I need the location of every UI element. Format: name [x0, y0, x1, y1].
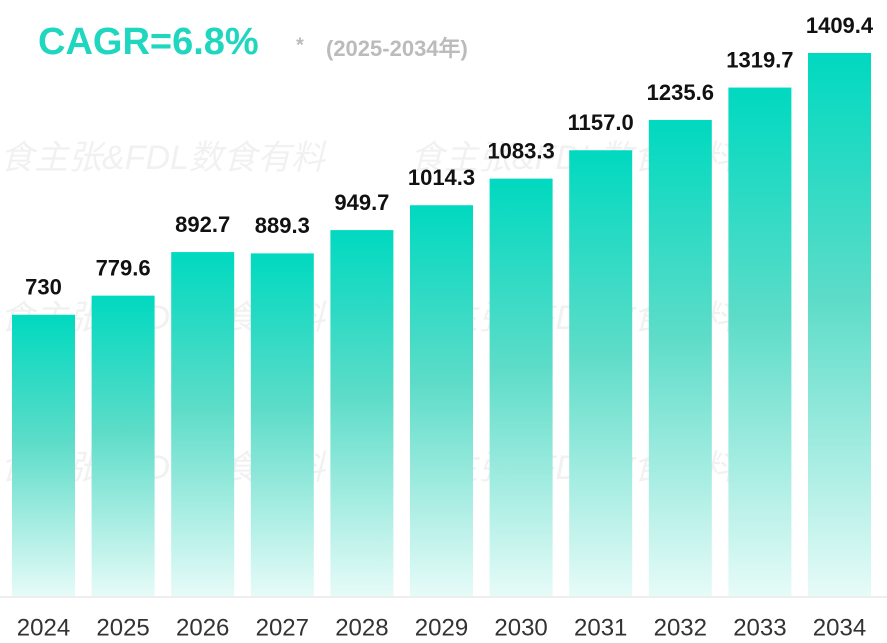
bar: [489, 178, 553, 596]
x-tick-label: 2033: [733, 614, 786, 641]
value-label: 1083.3: [487, 138, 554, 163]
chart-title: CAGR=6.8%: [38, 21, 259, 63]
bar: [91, 295, 155, 596]
value-label: 1319.7: [726, 47, 793, 72]
x-tick-label: 2026: [176, 614, 229, 641]
x-tick-label: 2032: [654, 614, 707, 641]
bars: 730 2024 779.6 2025 892.7 2026 889.3 2027 949.7 2…: [12, 13, 874, 641]
bar: [648, 119, 712, 596]
value-label: 889.3: [255, 213, 310, 238]
value-label: 1409.4: [806, 13, 874, 38]
x-tick-label: 2028: [335, 614, 388, 641]
x-tick-label: 2034: [813, 614, 866, 641]
x-tick-label: 2030: [494, 614, 547, 641]
bar: [171, 252, 235, 596]
bar: [569, 150, 633, 596]
value-label: 1157.0: [568, 110, 634, 135]
value-label: 730: [25, 275, 62, 300]
bar: [330, 230, 394, 596]
value-label: 1014.3: [408, 165, 475, 190]
x-tick-label: 2025: [96, 614, 149, 641]
x-tick-label: 2029: [415, 614, 468, 641]
x-tick-label: 2031: [574, 614, 627, 641]
chart-subtitle: (2025-2034年): [326, 36, 468, 61]
x-tick-label: 2027: [256, 614, 309, 641]
bar: [728, 87, 792, 596]
bar: [250, 253, 314, 597]
title-mark: *: [296, 34, 304, 56]
value-label: 892.7: [175, 212, 230, 237]
bar: [808, 53, 871, 596]
value-label: 779.6: [96, 255, 151, 280]
watermark: 食主张&FDL数食有料: [0, 139, 327, 177]
value-label: 1235.6: [647, 80, 714, 105]
x-tick-label: 2024: [17, 614, 70, 641]
bar: [12, 314, 75, 596]
bar: [410, 205, 473, 596]
value-label: 949.7: [334, 190, 389, 215]
